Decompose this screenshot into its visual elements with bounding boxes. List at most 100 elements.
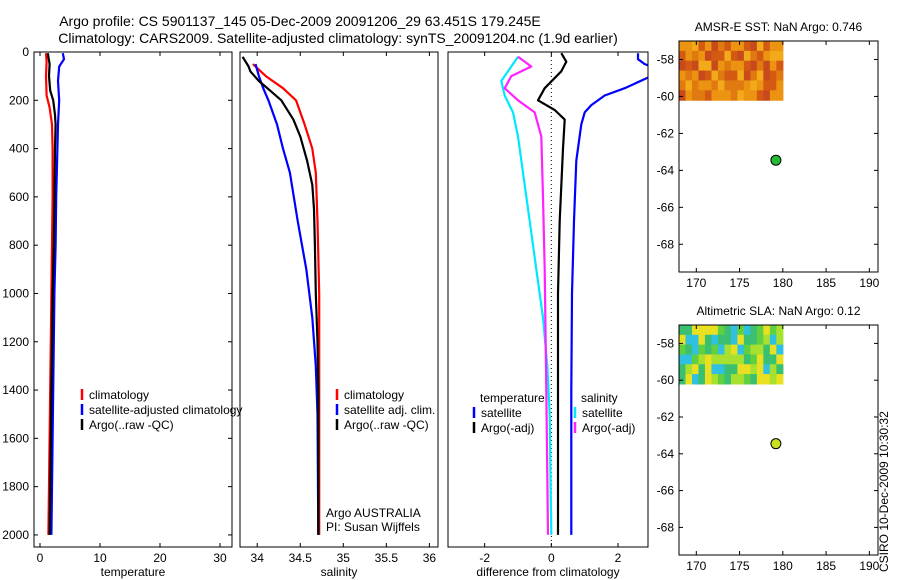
salinity-xtick-label: 35: [337, 551, 351, 565]
sla_map-cell: [711, 334, 719, 346]
sst_map-cell: [724, 60, 732, 72]
temperature-ytick-label: 1000: [2, 286, 29, 300]
sla_map-cell: [756, 354, 764, 365]
sst_map-cell: [750, 50, 758, 62]
sst_map-cell: [704, 80, 713, 91]
sst_map-cell: [717, 80, 726, 91]
salinity-legend-label: Argo(..raw -QC): [344, 418, 429, 432]
temperature-xtick-label: 20: [153, 551, 167, 565]
chart-salinity: 34 34.5 35 35.5 36 salinity climatologysatelli…: [239, 51, 439, 579]
sst_map-cell: [756, 80, 764, 91]
figure-title-line2: Climatology: CARS2009. Satellite-adjuste…: [58, 30, 618, 46]
sla_map-cell: [679, 344, 687, 356]
sla_map-cell: [763, 364, 771, 375]
temperature-series-1: [50, 52, 66, 535]
sst_map-cell: [730, 80, 739, 91]
sla_map-cell: [763, 354, 771, 365]
sla_map-cell: [776, 344, 784, 356]
sla_map-cell: [698, 325, 706, 336]
sst_map-cell: [717, 50, 726, 62]
sst_map-cell: [743, 80, 751, 91]
salinity-xtick-label: 35.5: [375, 551, 399, 565]
sla_map-cell: [717, 334, 726, 346]
temperature-ytick-label: 1800: [2, 480, 29, 494]
sst_map-cell: [737, 41, 745, 52]
difference-xtick-label: 2: [615, 551, 622, 565]
sst_map-cell: [685, 60, 693, 72]
temperature-ytick-label: 200: [9, 93, 29, 107]
temperature-ytick-label: 2000: [2, 528, 29, 542]
sla_map-cell: [776, 334, 784, 346]
sla_map-ytick-label: -68: [657, 520, 675, 534]
sla_map-ytick-label: -62: [657, 410, 675, 424]
sst_map-xtick-label: 185: [816, 276, 836, 290]
salinity-series-1: [254, 63, 320, 535]
sst_map-cell: [698, 90, 706, 101]
sst_map-cell: [763, 90, 771, 101]
sla_map-cell: [679, 354, 687, 365]
sla_map-cell: [769, 344, 777, 356]
difference-xtick-label: 0: [548, 551, 555, 565]
sla_map-cell: [717, 354, 726, 365]
sst_map-cell: [769, 60, 777, 72]
difference-series-4: [503, 55, 550, 535]
sla_map-cell: [743, 354, 751, 365]
sst_map-xtick-label: 180: [773, 276, 793, 290]
difference-series-1: [570, 76, 648, 535]
sst_map-cell: [763, 50, 771, 62]
sst_map-cell: [776, 41, 784, 52]
sst_map-cell: [763, 60, 771, 72]
sla_map-frame: [678, 324, 879, 556]
sst_map-cell: [711, 50, 719, 62]
sst_map-cell: [679, 60, 687, 72]
sst_map-cell: [743, 60, 751, 72]
chart-temperature: 0 10 20 30 0 200 400 600 800 1000 1200 1400 1600 1800…: [2, 45, 242, 579]
salinity-xlabel: salinity: [321, 565, 358, 579]
temperature-xlabel: temperature: [101, 565, 166, 579]
sla_map-cell: [743, 344, 751, 356]
sst_map-cell: [756, 50, 764, 62]
sla_map-patch: [679, 325, 784, 385]
sst_map-cell: [691, 80, 700, 91]
sla_map-cell: [763, 334, 771, 346]
sla_map-cell: [750, 354, 758, 365]
sla_map-cell: [704, 344, 713, 356]
sla_map-cell: [730, 334, 739, 346]
sla_map-cell: [698, 364, 706, 375]
sst_map-cell: [691, 60, 700, 72]
sst_map-cell: [698, 41, 706, 52]
salinity-legend-label: climatology: [344, 388, 404, 402]
sla_map-cell: [769, 325, 777, 336]
sst_map-cell: [750, 41, 758, 52]
sla_map-cell: [737, 364, 745, 375]
sst_map-cell: [756, 60, 764, 72]
sst_map-cell: [711, 70, 719, 82]
sla_map-cell: [730, 344, 739, 356]
temperature-legend-label: satellite-adjusted climatology: [89, 403, 242, 417]
sst_map-cell: [717, 90, 726, 101]
sst_map-cell: [763, 80, 771, 91]
temperature-series-2: [46, 53, 57, 535]
sla_map-cell: [776, 374, 784, 385]
figure-title-line1: Argo profile: CS 5901137_145 05-Dec-2009…: [59, 13, 541, 29]
temperature-series-group: [44, 52, 66, 535]
sla_map-cell: [691, 364, 700, 375]
sst_map-cell: [711, 41, 719, 52]
sla_map-cell: [724, 334, 732, 346]
sst_map-cell: [704, 60, 713, 72]
temperature-series-0: [44, 53, 54, 535]
sst_map-cell: [698, 70, 706, 82]
sla_map-cell: [756, 325, 764, 336]
sla_map-cell: [756, 374, 764, 385]
temperature-xtick-label: 0: [37, 551, 44, 565]
diff-legend-label: satellite: [582, 406, 623, 420]
sst_map-ytick-label: -62: [657, 126, 675, 140]
sla_map-xtick-label: 175: [730, 559, 750, 573]
sla_map-ytick-label: -66: [657, 484, 675, 498]
sst_map-cell: [730, 60, 739, 72]
sst_map-cell: [737, 70, 745, 82]
sst_map-cell: [704, 41, 713, 52]
sst_map-ytick-label: -64: [657, 163, 675, 177]
